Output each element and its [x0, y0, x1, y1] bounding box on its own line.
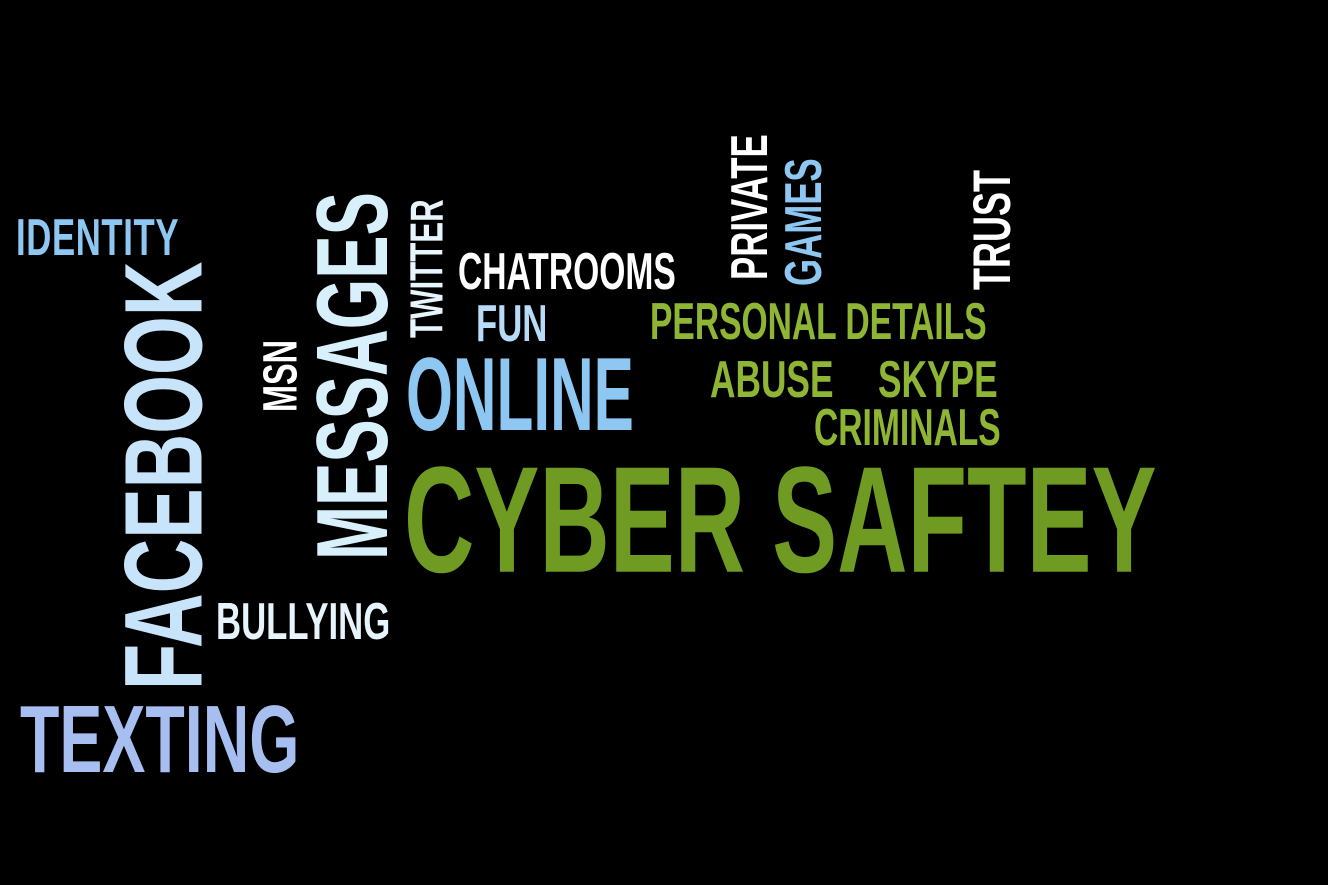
word-abuse: ABUSE	[710, 350, 834, 409]
word-skype: SKYPE	[878, 350, 998, 409]
word-online: ONLINE	[406, 335, 634, 453]
word-fun: FUN	[476, 294, 548, 353]
word-private: PRIVATE	[720, 134, 779, 280]
word-chatrooms: CHATROOMS	[458, 242, 676, 301]
word-criminals: CRIMINALS	[814, 398, 1001, 457]
word-personal-details: PERSONAL DETAILS	[650, 292, 987, 351]
word-facebook: FACEBOOK	[100, 261, 226, 690]
word-identity: IDENTITY	[16, 208, 180, 267]
word-games: GAMES	[774, 158, 833, 286]
word-messages: MESSAGES	[295, 192, 410, 560]
word-cyber-saftey: CYBER SAFTEY	[404, 435, 1157, 605]
word-twitter: TWITTER	[401, 199, 454, 338]
word-trust: TRUST	[962, 170, 1022, 290]
word-texting: TEXTING	[20, 686, 300, 794]
word-bullying: BULLYING	[216, 592, 391, 651]
